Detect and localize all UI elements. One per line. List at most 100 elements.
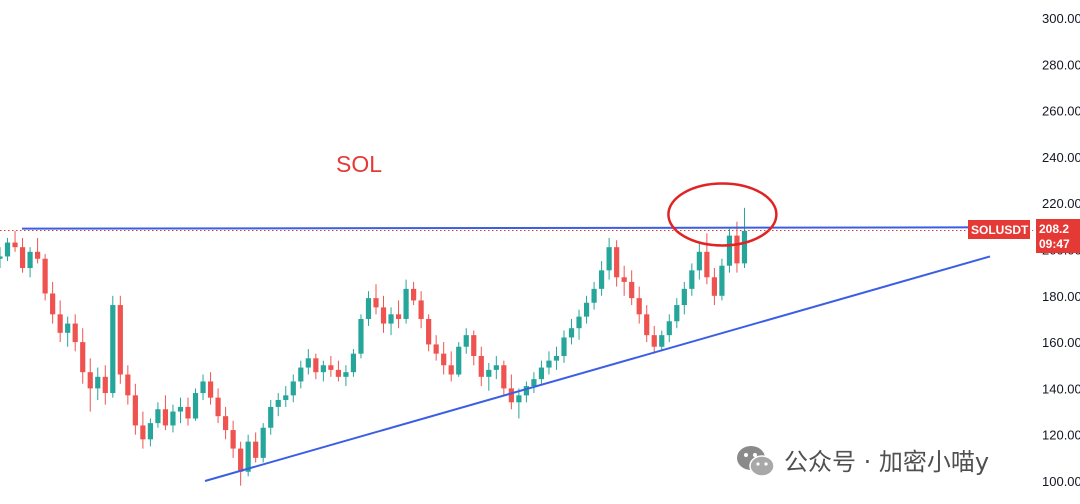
- candle-body: [207, 381, 214, 398]
- candle: [591, 281, 597, 310]
- candle: [343, 365, 349, 387]
- candle: [711, 268, 717, 306]
- candle-body: [185, 406, 191, 419]
- candle: [102, 365, 108, 405]
- candle: [350, 349, 357, 377]
- candle: [516, 388, 522, 419]
- candle-body: [4, 242, 11, 257]
- candle-body: [305, 358, 311, 368]
- candle: [741, 207, 748, 269]
- candle-body: [87, 372, 93, 389]
- candle-body: [223, 416, 229, 431]
- candle: [4, 237, 11, 262]
- watermark: 公众号 · 加密小喵y: [737, 446, 989, 477]
- candle-body: [719, 265, 725, 296]
- candle-body: [19, 247, 26, 269]
- candle-body: [418, 300, 424, 319]
- candle: [501, 360, 507, 396]
- chart-symbol-title: SOL: [336, 151, 382, 177]
- candle-body: [531, 379, 537, 387]
- price-axis-tick: 180.00: [1042, 289, 1080, 304]
- candle: [290, 374, 296, 403]
- candle: [358, 314, 364, 359]
- support-trendline: [204, 255, 991, 482]
- candle-body: [478, 355, 484, 377]
- candle: [365, 291, 372, 326]
- candle: [433, 335, 439, 361]
- wechat-icon: [737, 446, 775, 477]
- candle-body: [463, 335, 469, 347]
- candle-body: [230, 430, 236, 449]
- candle-body: [486, 369, 492, 377]
- candle: [734, 221, 740, 273]
- price-axis-tick: 140.00: [1042, 381, 1080, 396]
- candle: [636, 286, 642, 324]
- candle: [200, 374, 206, 400]
- candle-body: [275, 399, 281, 407]
- candle-body: [659, 335, 665, 347]
- candle-body: [583, 302, 590, 317]
- candle-body: [283, 395, 289, 400]
- last-price-badge: 208.2 09:47: [1036, 219, 1080, 253]
- candle: [223, 406, 229, 440]
- candle-body: [365, 298, 372, 319]
- candle-body: [636, 298, 642, 315]
- candle: [681, 281, 687, 315]
- candle: [373, 284, 379, 315]
- candle: [651, 325, 657, 354]
- candle-body: [523, 386, 529, 396]
- candle-body: [411, 288, 417, 301]
- candle: [132, 383, 138, 435]
- candle: [523, 381, 529, 403]
- candle: [117, 295, 123, 384]
- candle: [298, 360, 304, 389]
- candle: [328, 355, 334, 377]
- candle-body: [192, 393, 199, 419]
- symbol-tag: SOLUSDT: [968, 220, 1030, 239]
- candle: [207, 372, 214, 405]
- candle: [110, 295, 116, 398]
- candle-body: [568, 328, 575, 338]
- candle: [147, 418, 153, 447]
- candle: [140, 411, 146, 449]
- candle: [95, 367, 101, 400]
- price-axis-tick: 240.00: [1042, 150, 1080, 165]
- candle: [87, 358, 93, 412]
- candle: [155, 402, 161, 428]
- price-axis-tick: 220.00: [1042, 196, 1080, 211]
- candle: [305, 349, 311, 375]
- candle: [719, 258, 725, 301]
- candle: [42, 254, 48, 301]
- candle-body: [313, 358, 319, 373]
- candle-body: [644, 314, 650, 336]
- candle-body: [35, 251, 41, 259]
- candle-body: [696, 251, 702, 271]
- candle-body: [426, 318, 432, 345]
- candle-body: [27, 251, 33, 269]
- candle: [666, 314, 672, 343]
- candle-body: [170, 411, 176, 426]
- candle-body: [147, 423, 153, 440]
- candle: [448, 351, 454, 382]
- candle: [260, 423, 266, 463]
- candle-body: [726, 235, 733, 266]
- last-price-value: 208.2: [1039, 222, 1069, 236]
- candle: [215, 388, 221, 424]
- candle-body: [606, 247, 612, 271]
- candle-body: [448, 365, 454, 375]
- candle: [531, 372, 537, 394]
- candle: [0, 247, 3, 269]
- candle: [471, 330, 477, 366]
- candle-body: [508, 388, 514, 403]
- candle: [313, 353, 319, 380]
- candle-body: [238, 448, 244, 472]
- candle-body: [65, 323, 71, 333]
- watermark-text: 公众号 · 加密小喵y: [784, 448, 989, 476]
- candle: [726, 228, 733, 273]
- candle-body: [561, 337, 567, 356]
- candle-body: [298, 367, 304, 382]
- candle-body: [704, 251, 710, 278]
- candle-body: [110, 305, 116, 394]
- candle: [12, 230, 18, 252]
